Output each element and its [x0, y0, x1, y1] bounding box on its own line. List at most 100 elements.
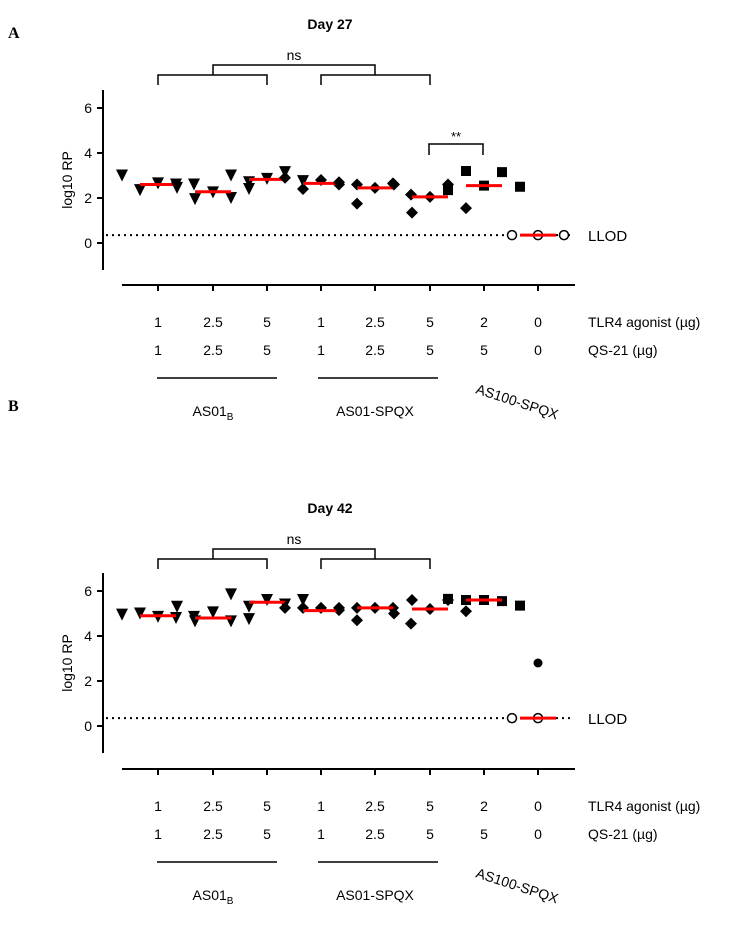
y-tick-label: 6 — [84, 583, 92, 599]
qs21-dose: 0 — [534, 826, 542, 842]
qs21-dose: 0 — [534, 342, 542, 358]
data-point — [297, 594, 309, 606]
data-point — [170, 612, 182, 624]
tlr4-dose: 5 — [426, 314, 434, 330]
qs21-dose: 5 — [480, 826, 488, 842]
y-tick-label: 2 — [84, 673, 92, 689]
tlr4-dose: 1 — [154, 314, 162, 330]
llod-label: LLOD — [588, 228, 627, 245]
llod-label: LLOD — [588, 711, 627, 728]
panel-label-a: A — [8, 25, 20, 42]
data-point — [188, 178, 200, 191]
qs21-dose: 5 — [263, 342, 271, 358]
tlr4-dose: 5 — [263, 798, 271, 814]
qs21-dose: 5 — [426, 826, 434, 842]
data-point — [558, 229, 570, 241]
data-point — [533, 658, 543, 668]
data-point — [116, 169, 128, 182]
data-point — [388, 178, 400, 191]
tlr4-row-label: TLR4 agonist (µg) — [588, 798, 700, 814]
data-point — [405, 617, 417, 630]
data-point — [243, 613, 255, 626]
data-point — [461, 166, 471, 176]
data-point — [225, 192, 237, 204]
tlr4-dose: 1 — [154, 798, 162, 814]
subscript: B — [227, 412, 234, 423]
qs21-dose: 2.5 — [203, 342, 223, 358]
y-tick-label: 0 — [84, 235, 92, 251]
data-point — [460, 605, 472, 618]
ns-bracket — [157, 64, 431, 85]
tlr4-dose: 2.5 — [203, 798, 223, 814]
panel-2: Day 42 0 2 4 6 log10 RP LLOD 1 1 2.5 2.5 5 5 1 1 2.5 2.5… — [59, 500, 700, 907]
data-point — [351, 614, 363, 627]
ns-bracket — [157, 548, 431, 569]
subscript: B — [227, 896, 234, 907]
qs21-dose: 5 — [480, 342, 488, 358]
qs21-dose: 2.5 — [203, 826, 223, 842]
data-point — [443, 593, 453, 604]
data-point — [171, 600, 183, 613]
tlr4-row-label: TLR4 agonist (µg) — [588, 314, 700, 330]
ns-label: ns — [287, 531, 302, 547]
qs21-dose: 2.5 — [365, 342, 385, 358]
tlr4-dose: 2 — [480, 798, 488, 814]
data-point — [225, 169, 237, 182]
y-tick-label: 0 — [84, 718, 92, 734]
y-tick-label: 4 — [84, 628, 92, 644]
y-tick-label: 6 — [84, 100, 92, 116]
data-point — [279, 171, 291, 184]
tlr4-dose: 2 — [480, 314, 488, 330]
data-point — [207, 606, 219, 619]
significance-bracket — [428, 143, 484, 155]
data-point — [515, 181, 525, 192]
data-point — [443, 185, 453, 196]
data-point — [515, 600, 525, 611]
panel-label-b: B — [8, 398, 19, 415]
group-label-as01-spqx: AS01-SPQX — [336, 403, 414, 419]
data-point — [297, 183, 309, 195]
group-label-as01b: AS01B — [193, 887, 234, 907]
data-point — [333, 601, 345, 614]
data-point — [225, 588, 237, 601]
data-point — [497, 167, 507, 178]
group-label-as01b: AS01B — [193, 403, 234, 423]
data-point — [279, 601, 291, 614]
data-point — [406, 594, 418, 606]
data-point — [506, 229, 518, 241]
data-point — [333, 176, 345, 189]
qs21-dose: 5 — [263, 826, 271, 842]
panel-1: Day 27 0 2 4 6 log10 RP LLOD 1 1 2.5 2.5 5 5 1 1 2.5 2.5… — [59, 16, 700, 423]
qs21-dose: 1 — [317, 826, 325, 842]
ns-label: ns — [287, 47, 302, 63]
significance-label: ** — [451, 129, 461, 144]
data-point — [406, 206, 418, 219]
data-point — [351, 197, 363, 210]
data-point — [460, 202, 472, 215]
tlr4-dose: 2.5 — [365, 314, 385, 330]
qs21-dose: 5 — [426, 342, 434, 358]
qs21-row-label: QS-21 (µg) — [588, 342, 658, 358]
data-point — [189, 193, 201, 206]
data-point — [134, 607, 146, 620]
qs21-dose: 1 — [317, 342, 325, 358]
qs21-dose: 2.5 — [365, 826, 385, 842]
data-point — [134, 184, 146, 197]
data-point — [506, 712, 518, 724]
tlr4-dose: 5 — [426, 798, 434, 814]
y-axis-label: log10 RP — [59, 634, 75, 692]
data-point — [297, 175, 309, 188]
tlr4-dose: 2.5 — [203, 314, 223, 330]
data-point — [116, 608, 128, 621]
y-tick-label: 2 — [84, 190, 92, 206]
tlr4-dose: 1 — [317, 798, 325, 814]
chart-title: Day 27 — [307, 16, 352, 32]
tlr4-dose: 0 — [534, 798, 542, 814]
qs21-dose: 1 — [154, 826, 162, 842]
qs21-row-label: QS-21 (µg) — [588, 826, 658, 842]
data-point — [261, 594, 273, 606]
data-point — [388, 607, 400, 620]
tlr4-dose: 0 — [534, 314, 542, 330]
